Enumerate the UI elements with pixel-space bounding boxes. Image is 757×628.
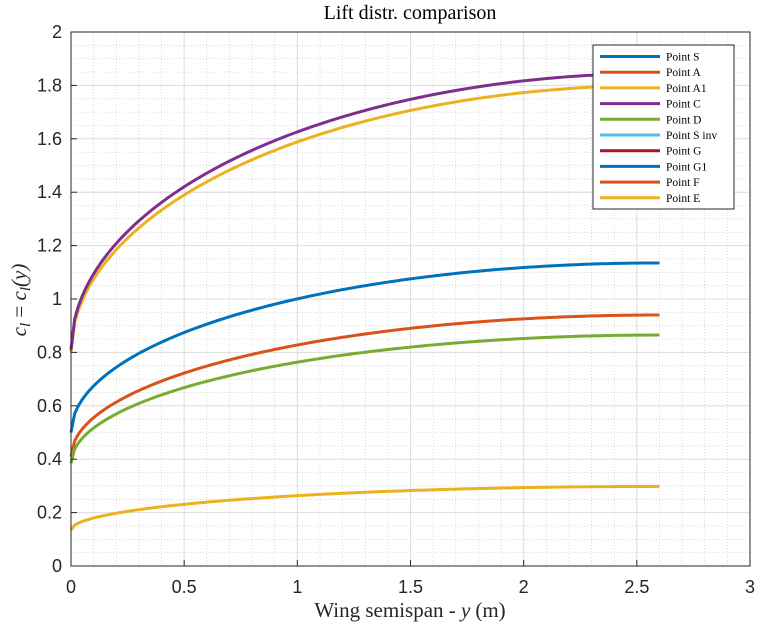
legend-entry-label: Point C (666, 99, 701, 111)
y-label-lhs-sub: l (18, 323, 34, 327)
x-tick-label: 2.5 (624, 577, 649, 597)
y-label-rhs-sub: l (18, 287, 34, 291)
legend-box (592, 44, 735, 210)
y-tick-label: 1 (52, 289, 62, 309)
y-label-rhs: c (7, 290, 31, 300)
y-label-arg: (y) (7, 264, 31, 287)
legend-entry-label: Point D (666, 114, 701, 126)
y-axis-label: cl = cl(y) (7, 264, 34, 337)
y-label-lhs: c (7, 326, 31, 336)
chart-title: Lift distr. comparison (324, 2, 497, 24)
x-tick-label: 1.5 (398, 577, 423, 597)
x-tick-label: 1 (292, 577, 302, 597)
x-axis-label-var: y (459, 598, 471, 622)
y-tick-label: 1.2 (37, 236, 62, 256)
y-tick-label: 0.8 (37, 342, 62, 362)
x-tick-labels: 0 0.5 1 1.5 2 2.5 3 (66, 577, 755, 597)
y-tick-label: 0.4 (37, 449, 62, 469)
tick-marks (70, 31, 751, 567)
x-tick-label: 2 (519, 577, 529, 597)
legend: Point S Point A Point A1 Point C Point D Poin… (592, 44, 735, 210)
x-tick-label: 0.5 (172, 577, 197, 597)
y-tick-label: 1.4 (37, 182, 62, 202)
x-tick-label: 3 (745, 577, 755, 597)
legend-entry-label: Point A (666, 67, 702, 79)
series-line (69, 71, 660, 350)
y-label-eq: = (7, 300, 31, 322)
legend-entry-label: Point F (666, 177, 700, 189)
series-line (69, 333, 660, 464)
y-tick-label: 0 (52, 556, 62, 576)
legend-entry-label: Point S inv (666, 130, 717, 142)
x-tick-label: 0 (66, 577, 76, 597)
y-tick-label: 2 (52, 22, 62, 42)
x-axis-label-unit: (m) (475, 598, 505, 622)
legend-entry-label: Point G1 (666, 161, 707, 173)
x-axis-label: Wing semispan - y (m) (314, 598, 505, 622)
legend-entry-label: Point A1 (666, 83, 707, 95)
series-line (69, 261, 660, 433)
legend-entry-label: Point G (666, 146, 701, 158)
y-tick-labels: 0 0.2 0.4 0.6 0.8 1 1.2 1.4 1.6 1.8 2 (37, 22, 62, 576)
series-layer (69, 71, 660, 531)
series-line (69, 313, 660, 457)
y-tick-label: 1.8 (37, 75, 62, 95)
x-axis-label-prefix: Wing semispan - (314, 598, 461, 622)
y-tick-label: 0.6 (37, 396, 62, 416)
legend-entry-label: Point E (666, 193, 700, 205)
series-line (69, 83, 660, 353)
series-line (69, 484, 660, 531)
y-tick-label: 1.6 (37, 129, 62, 149)
y-tick-label: 0.2 (37, 503, 62, 523)
legend-entry-label: Point S (666, 52, 700, 64)
